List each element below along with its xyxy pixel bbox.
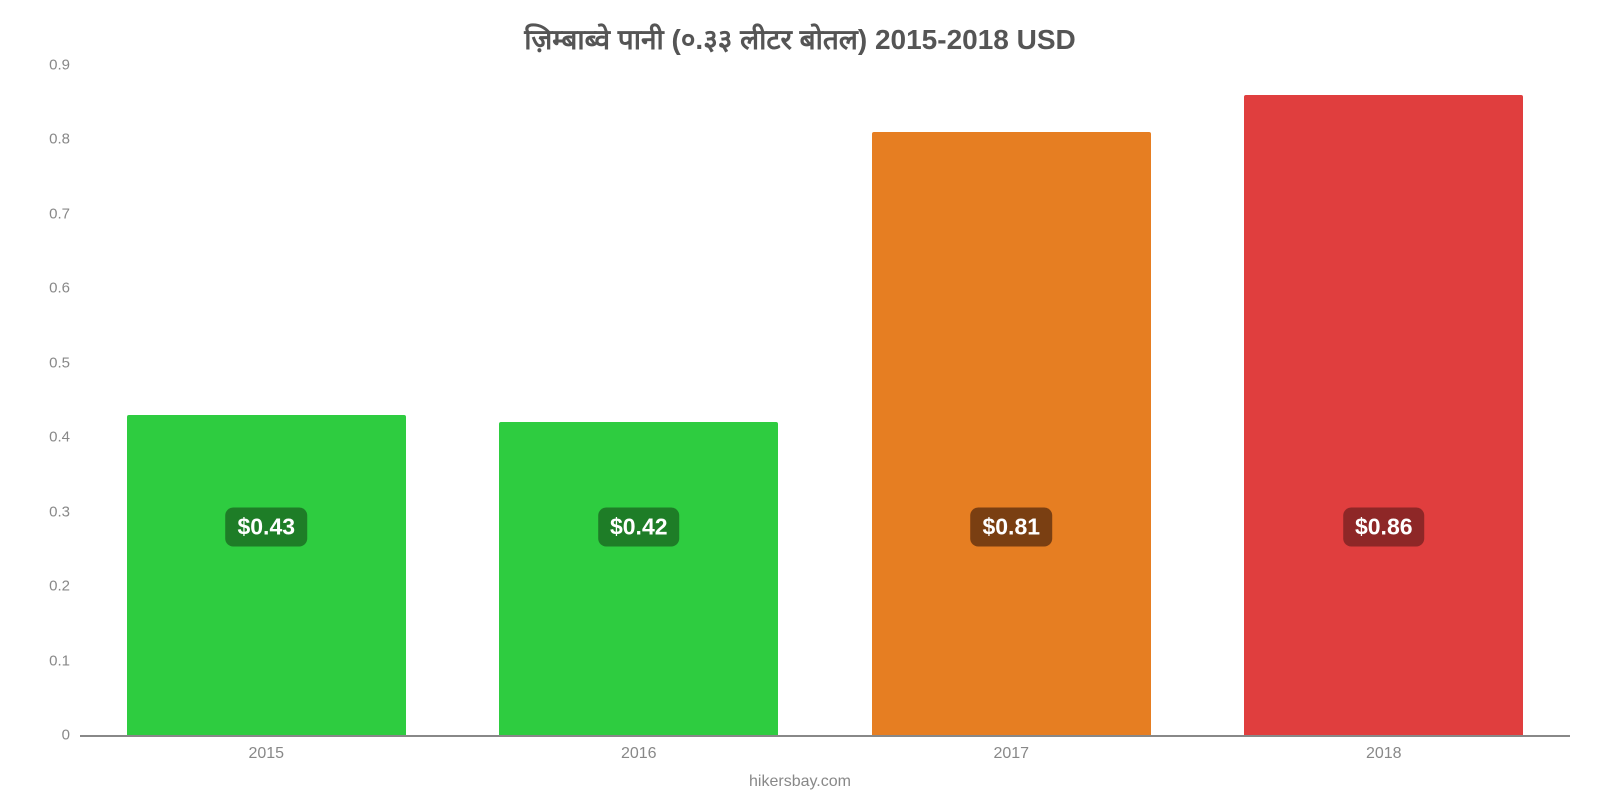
y-tick-label: 0.8 [49, 131, 70, 148]
chart-container: ज़िम्बाब्वे पानी (०.३३ लीटर बोतल) 2015-2… [0, 0, 1600, 800]
bar-value-label: $0.43 [225, 507, 307, 546]
x-tick-label: 2018 [1366, 745, 1402, 763]
y-tick-label: 0.2 [49, 578, 70, 595]
bar [872, 132, 1151, 735]
attribution-text: hikersbay.com [0, 773, 1600, 791]
bar [1244, 95, 1523, 735]
y-tick-label: 0.6 [49, 280, 70, 297]
plot-area: $0.43 $0.42 $0.81 $0.86 [80, 65, 1570, 735]
x-axis-baseline [80, 735, 1570, 737]
y-tick-label: 0.9 [49, 57, 70, 74]
bar [499, 422, 778, 735]
x-tick-label: 2015 [248, 745, 284, 763]
bar [127, 415, 406, 735]
y-tick-label: 0.5 [49, 354, 70, 371]
y-tick-label: 0 [62, 727, 70, 744]
chart-title: ज़िम्बाब्वे पानी (०.३३ लीटर बोतल) 2015-2… [0, 20, 1600, 58]
bar-value-label: $0.42 [598, 507, 680, 546]
bar-value-label: $0.86 [1343, 507, 1425, 546]
bar-value-label: $0.81 [970, 507, 1052, 546]
y-tick-label: 0.7 [49, 205, 70, 222]
y-tick-label: 0.3 [49, 503, 70, 520]
y-tick-label: 0.1 [49, 652, 70, 669]
y-tick-label: 0.4 [49, 429, 70, 446]
x-tick-label: 2016 [621, 745, 657, 763]
x-tick-label: 2017 [993, 745, 1029, 763]
